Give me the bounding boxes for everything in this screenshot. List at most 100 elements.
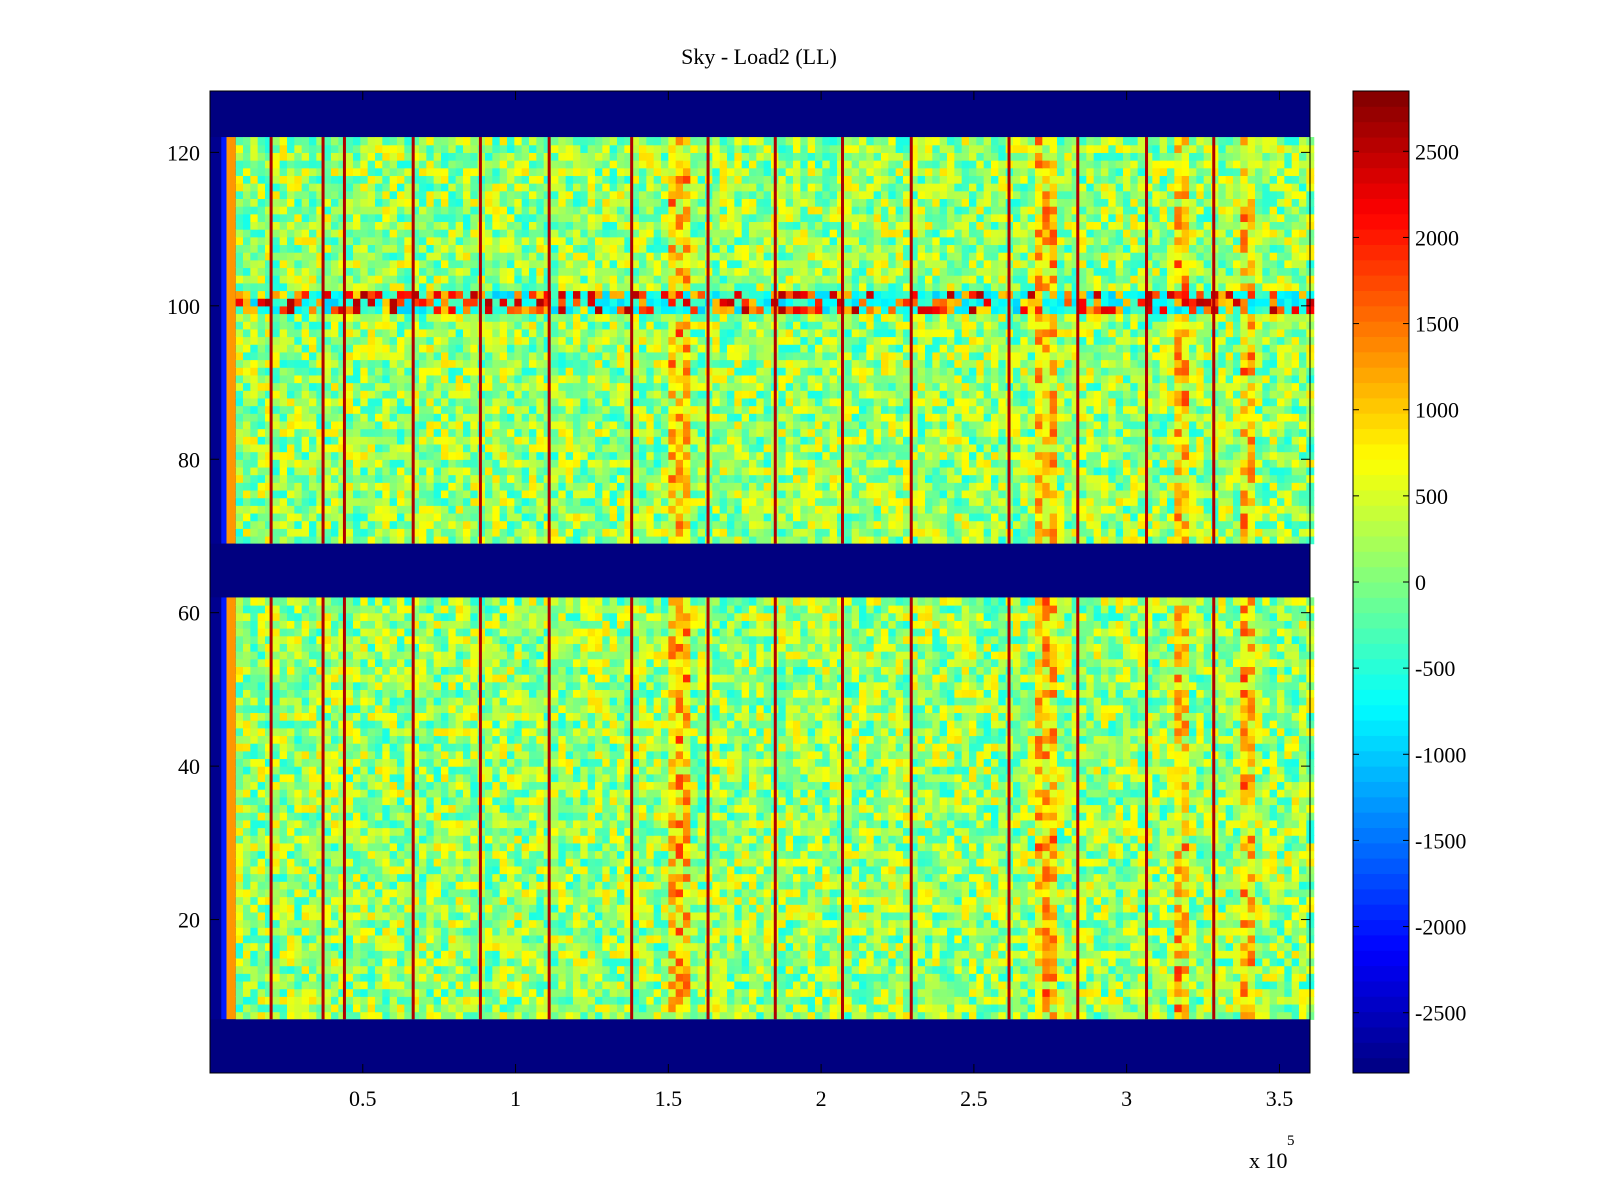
heatmap-cell bbox=[851, 927, 860, 936]
heatmap-cell bbox=[983, 896, 992, 905]
heatmap-cell bbox=[741, 842, 750, 852]
heatmap-cell bbox=[1079, 927, 1087, 936]
heatmap-cell bbox=[1196, 911, 1205, 921]
heatmap-cell bbox=[866, 911, 875, 921]
heatmap-cell bbox=[734, 766, 743, 775]
heatmap-cell bbox=[595, 934, 603, 944]
heatmap-cell bbox=[1123, 789, 1131, 798]
heatmap-cell bbox=[991, 896, 999, 905]
heatmap-cell bbox=[353, 758, 361, 767]
heatmap-cell bbox=[763, 973, 772, 982]
heatmap-cell bbox=[470, 766, 479, 775]
heatmap-cell bbox=[1174, 796, 1183, 806]
heatmap-cell bbox=[426, 934, 435, 944]
heatmap-cell bbox=[294, 927, 303, 936]
heatmap-cell bbox=[888, 789, 897, 798]
heatmap-cell bbox=[734, 965, 743, 974]
heatmap-cell bbox=[492, 858, 501, 867]
heatmap-cell bbox=[345, 835, 354, 844]
heatmap-cell bbox=[947, 965, 955, 974]
heatmap-cell bbox=[947, 927, 955, 936]
heatmap-cell bbox=[1299, 804, 1307, 813]
heatmap-cell bbox=[1203, 781, 1212, 790]
heatmap-cell bbox=[1042, 796, 1051, 806]
heatmap-cell bbox=[1130, 766, 1139, 775]
heatmap-cell bbox=[1071, 819, 1080, 829]
heatmap-cell bbox=[1079, 965, 1087, 974]
heatmap-cell bbox=[367, 766, 376, 775]
heatmap-cell bbox=[1145, 804, 1153, 813]
heatmap-cell bbox=[331, 942, 339, 951]
heatmap-cell bbox=[1093, 942, 1102, 951]
heatmap-cell bbox=[1167, 888, 1175, 898]
heatmap-cell bbox=[301, 781, 310, 790]
heatmap-cell bbox=[1247, 942, 1256, 951]
heatmap-cell bbox=[587, 896, 596, 905]
heatmap-cell bbox=[1225, 927, 1234, 936]
heatmap-cell bbox=[932, 812, 941, 821]
heatmap-cell bbox=[1225, 796, 1234, 806]
heatmap-cell bbox=[1218, 842, 1227, 852]
heatmap-plot-area bbox=[209, 90, 1315, 1074]
heatmap-cell bbox=[235, 934, 244, 944]
heatmap-cell bbox=[719, 835, 728, 844]
heatmap-cell bbox=[1269, 819, 1278, 829]
heatmap-cell bbox=[976, 988, 985, 997]
heatmap-cell bbox=[1167, 1011, 1175, 1020]
heatmap-cell bbox=[243, 835, 251, 844]
heatmap-cell bbox=[316, 1003, 325, 1013]
heatmap-cell bbox=[697, 873, 706, 882]
heatmap-cell bbox=[785, 781, 794, 790]
heatmap-cell bbox=[1218, 965, 1227, 974]
heatmap-cell bbox=[345, 888, 354, 898]
heatmap-cell bbox=[580, 1011, 589, 1020]
heatmap-cell bbox=[727, 950, 735, 959]
heatmap-cell bbox=[1020, 919, 1029, 928]
heatmap-cell bbox=[1203, 888, 1212, 898]
heatmap-cell bbox=[1255, 950, 1263, 959]
heatmap-cell bbox=[925, 766, 933, 775]
heatmap-cell bbox=[837, 950, 845, 959]
heatmap-cell bbox=[345, 842, 354, 852]
heatmap-cell bbox=[1115, 850, 1124, 859]
heatmap-cell bbox=[463, 927, 471, 936]
heatmap-cell bbox=[1115, 965, 1124, 974]
heatmap-cell bbox=[265, 781, 273, 790]
heatmap-cell bbox=[903, 842, 911, 852]
heatmap-cell bbox=[543, 996, 552, 1005]
heatmap-cell bbox=[969, 1011, 977, 1020]
heatmap-cell bbox=[404, 996, 413, 1005]
heatmap-cell bbox=[433, 896, 442, 905]
heatmap-cell bbox=[419, 773, 427, 783]
heatmap-cell bbox=[404, 796, 413, 806]
heatmap-cell bbox=[837, 758, 845, 767]
heatmap-cell bbox=[338, 789, 347, 798]
heatmap-cell bbox=[433, 850, 442, 859]
heatmap-cell bbox=[697, 996, 706, 1005]
heatmap-cell bbox=[565, 919, 574, 928]
heatmap-cell bbox=[895, 766, 904, 775]
heatmap-cell bbox=[1020, 980, 1029, 990]
heatmap-cell bbox=[279, 904, 288, 913]
heatmap-cell bbox=[1093, 904, 1102, 913]
heatmap-cell bbox=[1145, 1003, 1153, 1013]
heatmap-cell bbox=[1101, 881, 1109, 890]
heatmap-cell bbox=[631, 904, 640, 913]
heatmap-cell bbox=[360, 1011, 369, 1020]
heatmap-cell bbox=[455, 896, 464, 905]
heatmap-cell bbox=[851, 804, 860, 813]
heatmap-cell bbox=[250, 904, 259, 913]
heatmap-cell bbox=[573, 980, 581, 990]
heatmap-cell bbox=[697, 934, 706, 944]
heatmap-cell bbox=[294, 804, 303, 813]
heatmap-cell bbox=[389, 957, 398, 967]
heatmap-cell bbox=[323, 796, 332, 806]
heatmap-cell bbox=[1152, 881, 1161, 890]
heatmap-cell bbox=[1167, 973, 1175, 982]
heatmap-cell bbox=[661, 858, 669, 867]
heatmap-cell bbox=[243, 812, 251, 821]
heatmap-cell bbox=[1101, 904, 1109, 913]
heatmap-cell bbox=[1042, 927, 1051, 936]
heatmap-cell bbox=[455, 873, 464, 882]
heatmap-cell bbox=[1108, 858, 1117, 867]
